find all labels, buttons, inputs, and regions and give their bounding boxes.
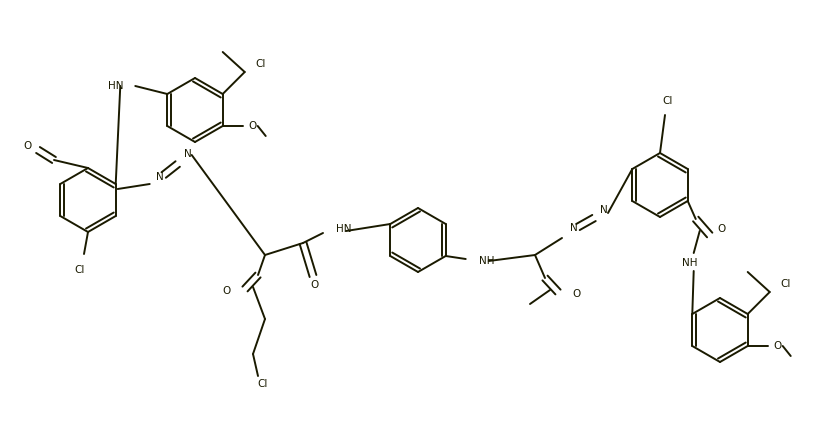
Text: N: N — [599, 205, 607, 215]
Text: HN: HN — [108, 81, 123, 91]
Text: NH: NH — [681, 258, 696, 268]
Text: Cl: Cl — [257, 379, 268, 389]
Text: Cl: Cl — [74, 265, 85, 275]
Text: Cl: Cl — [662, 96, 672, 106]
Text: NH: NH — [478, 256, 493, 266]
Text: Cl: Cl — [780, 279, 790, 289]
Text: O: O — [772, 341, 781, 351]
Text: HN: HN — [335, 224, 351, 234]
Text: N: N — [155, 172, 163, 182]
Text: O: O — [716, 224, 725, 234]
Text: O: O — [248, 121, 257, 131]
Text: N: N — [184, 149, 191, 159]
Text: O: O — [310, 280, 319, 290]
Text: N: N — [569, 223, 577, 233]
Text: Cl: Cl — [255, 59, 266, 69]
Text: O: O — [222, 286, 231, 296]
Text: O: O — [571, 289, 579, 299]
Text: O: O — [24, 141, 32, 151]
